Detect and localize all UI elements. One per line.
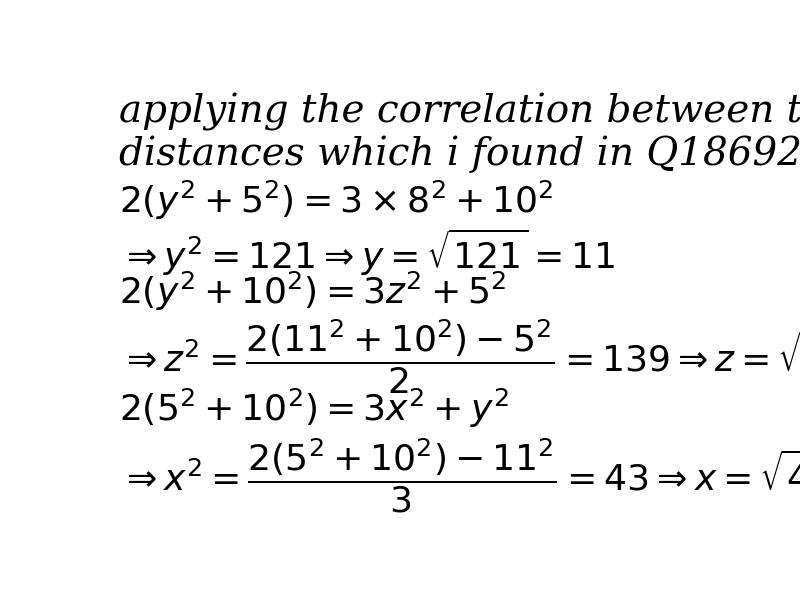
Text: distances which i found in Q186924.: distances which i found in Q186924. [118, 136, 800, 173]
Text: $\Rightarrow z^2=\dfrac{2(11^2+10^2)-5^2}{2}=139 \Rightarrow z=\sqrt{139}$: $\Rightarrow z^2=\dfrac{2(11^2+10^2)-5^2… [118, 318, 800, 396]
Text: $\Rightarrow y^2=121 \Rightarrow y=\sqrt{121}=11$: $\Rightarrow y^2=121 \Rightarrow y=\sqrt… [118, 227, 614, 278]
Text: $2(y^2+10^2)=3z^2+5^2$: $2(y^2+10^2)=3z^2+5^2$ [118, 270, 506, 313]
Text: applying the correlation between the: applying the correlation between the [118, 93, 800, 131]
Text: $2(5^2+10^2)=3x^2+y^2$: $2(5^2+10^2)=3x^2+y^2$ [118, 387, 508, 430]
Text: $2(y^2+5^2)=3\times 8^2+10^2$: $2(y^2+5^2)=3\times 8^2+10^2$ [118, 179, 553, 223]
Text: $\Rightarrow x^2=\dfrac{2(5^2+10^2)-11^2}{3}=43 \Rightarrow x=\sqrt{43}$: $\Rightarrow x^2=\dfrac{2(5^2+10^2)-11^2… [118, 437, 800, 515]
